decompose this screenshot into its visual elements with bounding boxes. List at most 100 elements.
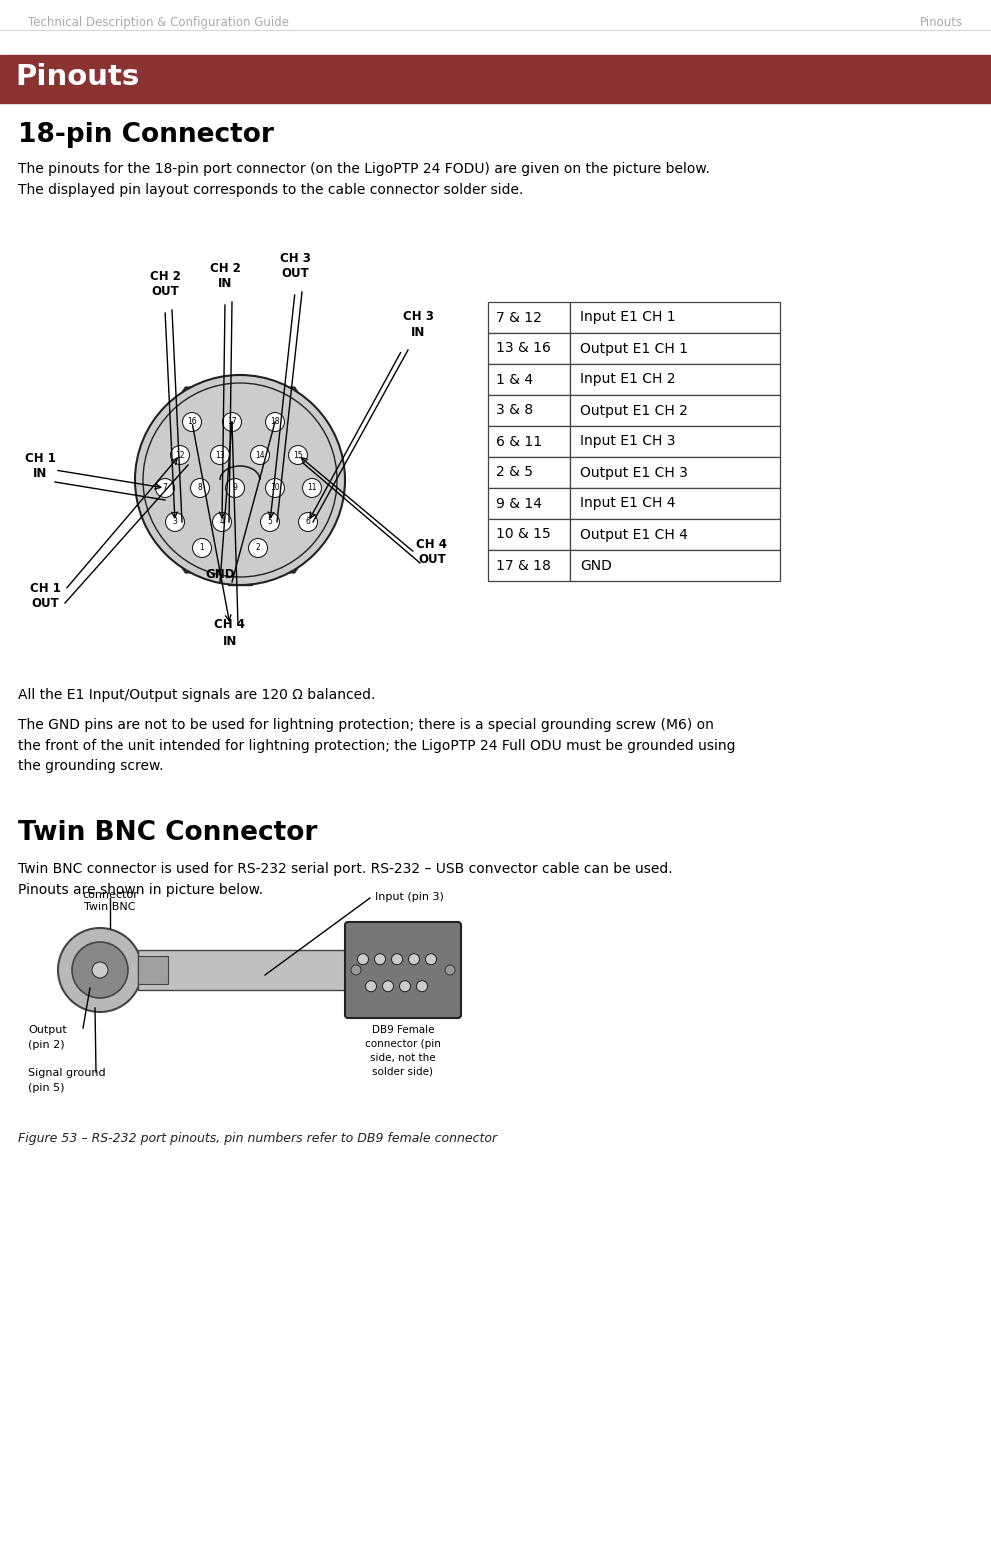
Bar bbox=[570, 302, 780, 333]
Text: DB9 Female: DB9 Female bbox=[372, 1025, 434, 1036]
Text: IN: IN bbox=[411, 327, 425, 339]
Text: connector: connector bbox=[82, 890, 138, 899]
Text: 13: 13 bbox=[215, 450, 225, 460]
Text: solder side): solder side) bbox=[373, 1067, 433, 1077]
Text: Twin BNC: Twin BNC bbox=[84, 902, 136, 912]
Text: side, not the: side, not the bbox=[371, 1053, 436, 1063]
Text: 18: 18 bbox=[271, 418, 279, 427]
Text: 13 & 16: 13 & 16 bbox=[496, 342, 551, 356]
Text: 9: 9 bbox=[233, 483, 238, 492]
Text: 7: 7 bbox=[163, 483, 167, 492]
Text: Input E1 CH 4: Input E1 CH 4 bbox=[580, 497, 676, 511]
Text: 17 & 18: 17 & 18 bbox=[496, 559, 551, 573]
Text: 1 & 4: 1 & 4 bbox=[496, 373, 533, 387]
Circle shape bbox=[445, 964, 455, 975]
Text: Figure 53 – RS-232 port pinouts, pin numbers refer to DB9 female connector: Figure 53 – RS-232 port pinouts, pin num… bbox=[18, 1132, 497, 1146]
Text: OUT: OUT bbox=[31, 598, 58, 610]
Text: Output E1 CH 3: Output E1 CH 3 bbox=[580, 466, 688, 480]
Text: Twin BNC Connector: Twin BNC Connector bbox=[18, 820, 317, 847]
Text: 1: 1 bbox=[199, 543, 204, 553]
Bar bbox=[570, 519, 780, 550]
Text: 7 & 12: 7 & 12 bbox=[496, 311, 542, 325]
Circle shape bbox=[358, 954, 369, 964]
Circle shape bbox=[351, 964, 361, 975]
Text: connector (pin: connector (pin bbox=[365, 1039, 441, 1050]
Text: The GND pins are not to be used for lightning protection; there is a special gro: The GND pins are not to be used for ligh… bbox=[18, 718, 735, 772]
Circle shape bbox=[143, 382, 337, 577]
Bar bbox=[228, 376, 252, 390]
Text: 14: 14 bbox=[256, 450, 265, 460]
Text: Input E1 CH 2: Input E1 CH 2 bbox=[580, 373, 676, 387]
Text: 16: 16 bbox=[187, 418, 197, 427]
Circle shape bbox=[92, 961, 108, 978]
Circle shape bbox=[399, 981, 410, 992]
Text: 6: 6 bbox=[305, 517, 310, 526]
Text: IN: IN bbox=[33, 467, 48, 480]
Circle shape bbox=[249, 539, 268, 557]
Text: CH 3: CH 3 bbox=[402, 310, 433, 324]
Circle shape bbox=[266, 412, 284, 432]
Text: (pin 5): (pin 5) bbox=[28, 1084, 64, 1093]
Text: Input (pin 3): Input (pin 3) bbox=[375, 892, 444, 902]
Text: Output E1 CH 1: Output E1 CH 1 bbox=[580, 342, 688, 356]
Text: 15: 15 bbox=[293, 450, 303, 460]
Text: OUT: OUT bbox=[281, 266, 309, 280]
Text: 2: 2 bbox=[256, 543, 261, 553]
Text: (pin 2): (pin 2) bbox=[28, 1040, 64, 1050]
Text: 4: 4 bbox=[220, 517, 224, 526]
Circle shape bbox=[251, 446, 270, 464]
Bar bbox=[570, 550, 780, 580]
Text: The pinouts for the 18-pin port connector (on the LigoPTP 24 FODU) are given on : The pinouts for the 18-pin port connecto… bbox=[18, 163, 710, 197]
Bar bbox=[488, 457, 570, 488]
Text: CH 4: CH 4 bbox=[214, 618, 246, 632]
Bar bbox=[138, 957, 168, 985]
Circle shape bbox=[223, 412, 242, 432]
Bar bbox=[570, 457, 780, 488]
Text: CH 3: CH 3 bbox=[279, 252, 310, 265]
Circle shape bbox=[170, 446, 189, 464]
Circle shape bbox=[135, 375, 345, 585]
Text: IN: IN bbox=[223, 635, 237, 649]
Circle shape bbox=[182, 412, 201, 432]
Circle shape bbox=[302, 478, 321, 497]
Circle shape bbox=[408, 954, 419, 964]
Text: Output E1 CH 2: Output E1 CH 2 bbox=[580, 404, 688, 418]
Text: 10 & 15: 10 & 15 bbox=[496, 528, 551, 542]
Circle shape bbox=[58, 927, 142, 1012]
Text: CH 1: CH 1 bbox=[25, 452, 55, 464]
Circle shape bbox=[210, 446, 230, 464]
Text: 18-pin Connector: 18-pin Connector bbox=[18, 122, 274, 149]
Bar bbox=[488, 519, 570, 550]
Circle shape bbox=[383, 981, 393, 992]
Circle shape bbox=[391, 954, 402, 964]
Text: CH 4: CH 4 bbox=[416, 539, 448, 551]
Circle shape bbox=[190, 478, 209, 497]
Circle shape bbox=[156, 478, 174, 497]
FancyBboxPatch shape bbox=[345, 923, 461, 1019]
Circle shape bbox=[72, 943, 128, 998]
Text: Pinouts: Pinouts bbox=[15, 63, 140, 91]
Text: 17: 17 bbox=[227, 418, 237, 427]
Text: 2 & 5: 2 & 5 bbox=[496, 466, 533, 480]
Text: CH 2: CH 2 bbox=[150, 269, 180, 283]
Circle shape bbox=[266, 478, 284, 497]
Text: IN: IN bbox=[218, 277, 232, 289]
Circle shape bbox=[425, 954, 436, 964]
Text: Twin BNC connector is used for RS-232 serial port. RS-232 – USB convector cable : Twin BNC connector is used for RS-232 se… bbox=[18, 862, 673, 896]
Circle shape bbox=[416, 981, 427, 992]
Text: 12: 12 bbox=[175, 450, 184, 460]
Text: GND: GND bbox=[580, 559, 611, 573]
Text: 10: 10 bbox=[271, 483, 279, 492]
Text: Signal ground: Signal ground bbox=[28, 1068, 106, 1077]
Bar bbox=[488, 488, 570, 519]
Bar bbox=[488, 364, 570, 395]
Bar bbox=[570, 488, 780, 519]
Text: OUT: OUT bbox=[418, 553, 446, 567]
Text: Output E1 CH 4: Output E1 CH 4 bbox=[580, 528, 688, 542]
Circle shape bbox=[165, 512, 184, 531]
Bar bbox=[488, 333, 570, 364]
Text: Technical Description & Configuration Guide: Technical Description & Configuration Gu… bbox=[28, 15, 289, 29]
Text: 3 & 8: 3 & 8 bbox=[496, 404, 533, 418]
Bar bbox=[138, 950, 348, 991]
Circle shape bbox=[366, 981, 377, 992]
